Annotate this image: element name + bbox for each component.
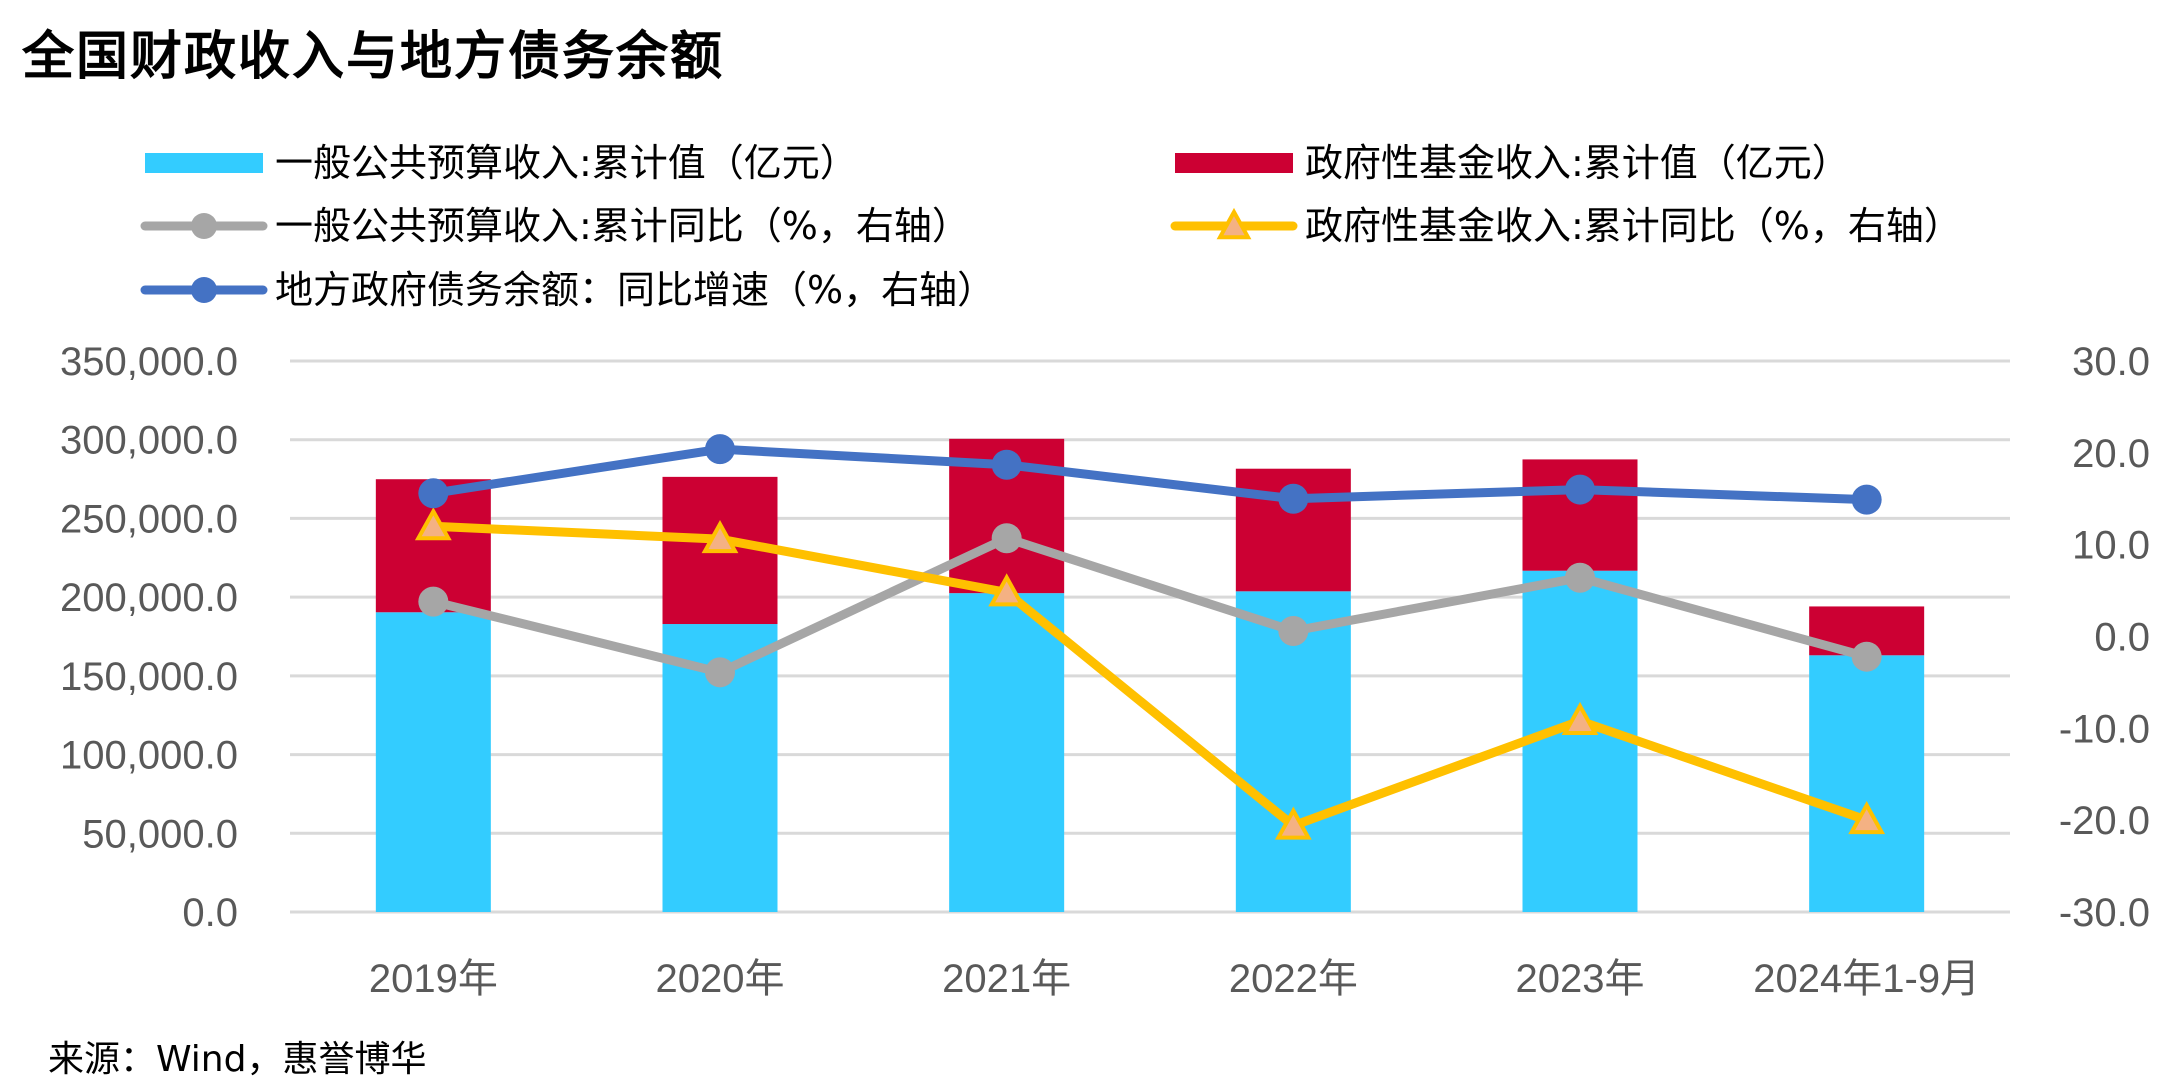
- left-tick-label: 100,000.0: [60, 734, 238, 778]
- gridlines: [290, 359, 2010, 914]
- left-tick-label: 300,000.0: [60, 419, 238, 463]
- legend-swatch: [145, 153, 263, 173]
- series-line: [428, 521, 1872, 831]
- circle-marker: [705, 657, 735, 688]
- triangle-marker: [988, 573, 1026, 607]
- circle-marker: [1565, 474, 1595, 505]
- legend-label: 一般公共预算收入:累计值（亿元）: [275, 141, 858, 185]
- series-line: [428, 533, 1872, 677]
- bar-general-budget: [949, 593, 1065, 912]
- circle-marker: [418, 478, 449, 509]
- circle-marker: [705, 434, 735, 465]
- legend: 一般公共预算收入:累计值（亿元） 政府性基金收入:累计值（亿元） 一般公共预算收入:…: [140, 141, 1962, 312]
- x-tick-label: 2024年1-9月: [1753, 957, 1980, 1001]
- triangle-marker: [701, 520, 739, 554]
- circle-marker: [1565, 562, 1595, 593]
- bar-general-budget: [1809, 655, 1925, 912]
- x-tick-label: 2023年: [1516, 957, 1645, 1001]
- left-axis: 350,000.0 300,000.0 250,000.0 200,000.0 150,…: [60, 340, 238, 935]
- legend-marker: [191, 277, 217, 303]
- x-tick-label: 2020年: [656, 957, 785, 1001]
- circle-marker: [991, 449, 1022, 480]
- right-axis: 30.0 20.0 10.0 0.0 -10.0 -20.0 -30.0: [2059, 340, 2150, 935]
- triangle-marker: [414, 507, 452, 541]
- legend-label: 地方政府债务余额：同比增速（%，右轴）: [275, 268, 995, 312]
- right-tick-label: 10.0: [2072, 524, 2150, 568]
- legend-label: 政府性基金收入:累计值（亿元）: [1305, 141, 1850, 185]
- legend-marker: [1216, 207, 1252, 240]
- circle-marker: [418, 586, 449, 617]
- chart-title: 全国财政收入与地方债务余额: [22, 27, 725, 87]
- legend-swatch: [1175, 153, 1293, 173]
- left-tick-label: 350,000.0: [60, 340, 238, 384]
- left-tick-label: 200,000.0: [60, 576, 238, 620]
- circle-marker: [1851, 484, 1882, 515]
- right-tick-label: -30.0: [2059, 891, 2150, 935]
- triangle-marker: [1848, 801, 1886, 835]
- right-tick-label: 30.0: [2072, 340, 2150, 384]
- right-tick-label: 0.0: [2094, 616, 2150, 660]
- x-axis: 2019年 2020年 2021年 2022年 2023年 2024年1-9月: [369, 957, 1980, 1001]
- left-tick-label: 0.0: [182, 891, 238, 935]
- triangle-marker: [1274, 806, 1312, 840]
- bars: [375, 438, 1925, 912]
- legend-marker: [191, 213, 217, 239]
- x-tick-label: 2019年: [369, 957, 498, 1001]
- right-tick-label: 20.0: [2072, 432, 2150, 476]
- bar-general-budget: [375, 612, 491, 912]
- circle-marker: [1278, 483, 1309, 514]
- left-tick-label: 50,000.0: [82, 812, 238, 856]
- x-tick-label: 2021年: [942, 957, 1071, 1001]
- right-tick-label: -20.0: [2059, 799, 2150, 843]
- source-note: 来源：Wind，惠誉博华: [48, 1039, 427, 1080]
- series-line: [428, 444, 1872, 505]
- triangle-marker: [1561, 701, 1599, 735]
- left-tick-label: 250,000.0: [60, 497, 238, 541]
- legend-label: 一般公共预算收入:累计同比（%，右轴）: [275, 204, 970, 248]
- circle-marker: [1278, 615, 1309, 646]
- lines: [414, 434, 1886, 840]
- left-tick-label: 150,000.0: [60, 655, 238, 699]
- right-tick-label: -10.0: [2059, 707, 2150, 751]
- circle-marker: [1851, 641, 1882, 672]
- legend-label: 政府性基金收入:累计同比（%，右轴）: [1305, 204, 1962, 248]
- x-tick-label: 2022年: [1229, 957, 1358, 1001]
- circle-marker: [991, 523, 1022, 554]
- bar-general-budget: [1522, 570, 1638, 912]
